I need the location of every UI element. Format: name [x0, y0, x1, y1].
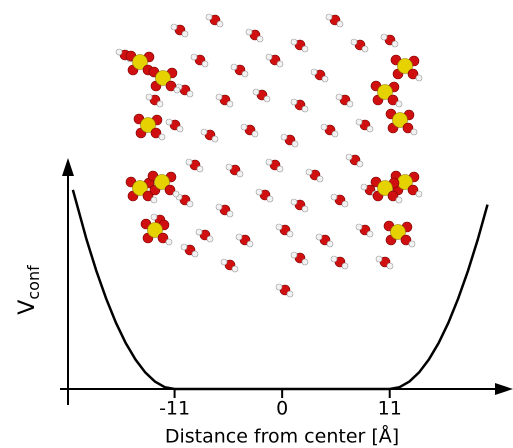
x-tick-label: 11: [378, 398, 402, 420]
y-axis-label-main: V: [15, 300, 40, 315]
y-axis-label: Vconf: [15, 265, 43, 315]
y-axis-label-sub: conf: [24, 265, 43, 300]
x-tick-label: -11: [159, 398, 190, 420]
x-axis-label: Distance from center [Å]: [165, 425, 399, 448]
x-tick-label: 0: [276, 398, 288, 420]
potential-curve: [71, 189, 489, 391]
molecules: [115, 13, 423, 298]
